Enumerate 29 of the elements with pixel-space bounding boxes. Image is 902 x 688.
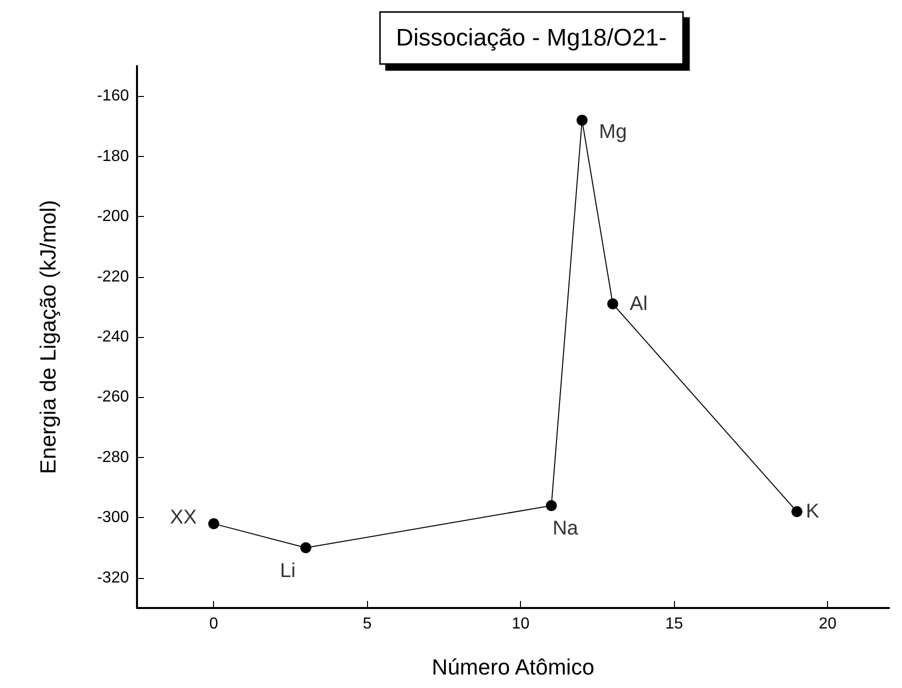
y-tick-label: -160 [96, 88, 130, 105]
y-tick-label: -320 [96, 569, 130, 586]
point [607, 298, 618, 310]
point [300, 542, 312, 554]
y-tick-label: -240 [96, 328, 130, 346]
annotation: Na [552, 518, 580, 540]
y-tick-label: -180 [96, 148, 130, 165]
x-tick-label: 0 [209, 616, 218, 632]
x-tick-label: 20 [818, 616, 837, 632]
x-tick-label: 15 [665, 616, 684, 632]
y-tick-label: -260 [96, 388, 130, 406]
annotation: XX [170, 506, 197, 529]
annotation: Mg [599, 121, 627, 144]
point [208, 518, 220, 530]
y-tick-label: -220 [96, 268, 130, 286]
point [791, 506, 802, 518]
y-tick-label: -280 [96, 448, 130, 466]
point [546, 500, 557, 512]
x-tick-label: 10 [512, 616, 530, 632]
point [576, 114, 588, 126]
x-tick-label: 5 [362, 616, 372, 632]
annotation: K [806, 500, 820, 523]
y-axis-title: Energia de Ligação (kJ/mol) [36, 200, 60, 474]
chart-title: Dissociação - Mg18/O21- [396, 24, 667, 52]
x-axis-title: Número Atômico [432, 654, 594, 680]
y-tick-label: -200 [96, 208, 130, 226]
y-tick-label: -300 [96, 509, 130, 526]
annotation: Li [280, 560, 296, 582]
annotation: Al [630, 292, 648, 315]
